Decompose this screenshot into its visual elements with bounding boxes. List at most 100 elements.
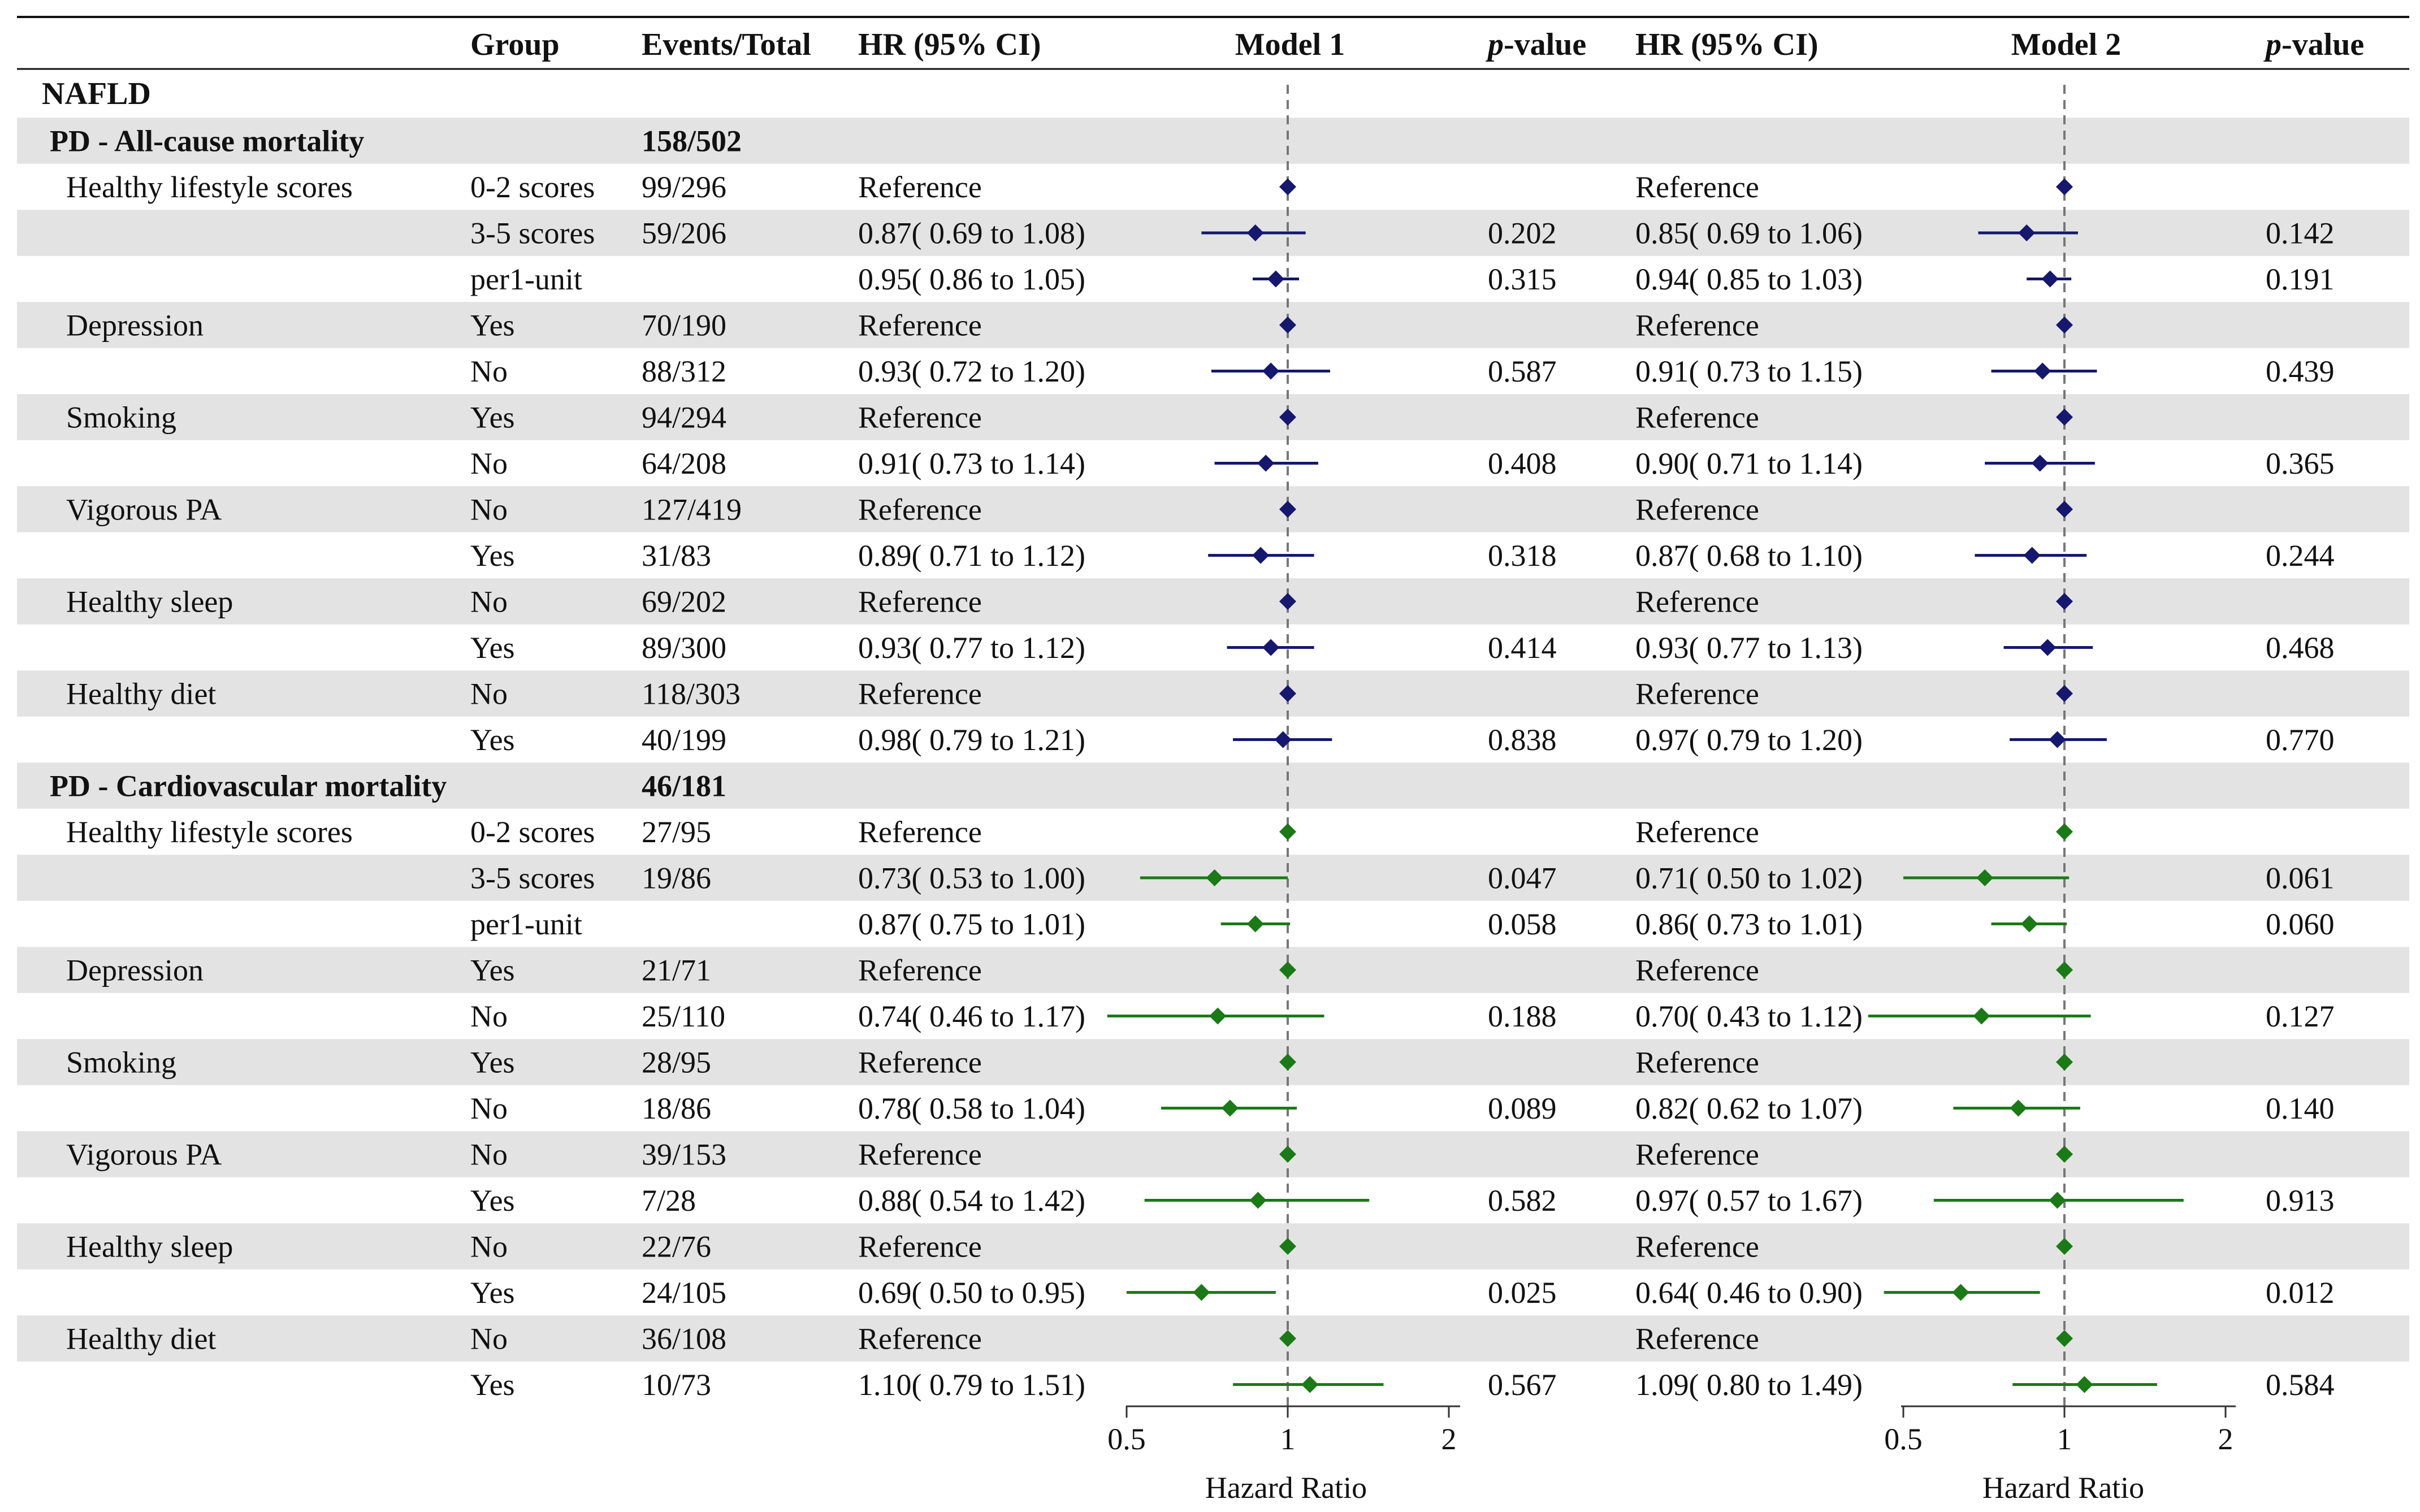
events-total: 27/95 — [642, 815, 711, 849]
events-total: 10/73 — [642, 1368, 711, 1402]
hr-ci-m1: 0.87( 0.69 to 1.08) — [858, 216, 1085, 250]
p-value-m1: 0.567 — [1488, 1368, 1557, 1402]
hr-ci-m1: 0.89( 0.71 to 1.12) — [858, 539, 1085, 573]
hr-ci-m2: 0.91( 0.73 to 1.15) — [1635, 354, 1863, 388]
hr-point-m2 — [1973, 1007, 1990, 1025]
hr-ci-m1: Reference — [858, 1045, 982, 1079]
group-label: per1-unit — [470, 262, 582, 296]
hr-point-m1 — [1279, 1330, 1296, 1347]
events-total: 127/419 — [642, 492, 742, 526]
p-value-m2: 0.191 — [2266, 262, 2335, 296]
hr-point-m2 — [2076, 1376, 2093, 1393]
header-model1: Model 1 — [1235, 27, 1345, 62]
header-row: Group Events/Total HR (95% CI) Model 1 p… — [470, 27, 2364, 62]
hr-ci-m1: Reference — [858, 1322, 982, 1355]
tick-label: 1 — [2057, 1422, 2072, 1456]
hr-ci-m2: 0.70( 0.43 to 1.12) — [1635, 999, 1863, 1033]
row-band — [17, 118, 2409, 164]
table-row: No 88/312 0.93( 0.72 to 1.20) 0.587 0.91( 0.… — [470, 354, 2335, 388]
group-label: No — [470, 1137, 508, 1171]
hr-ci-m1: 0.95( 0.86 to 1.05) — [858, 262, 1085, 296]
hr-ci-m2: Reference — [1635, 1137, 1759, 1171]
table-row: 3-5 scores 59/206 0.87( 0.69 to 1.08) 0.202… — [470, 216, 2335, 250]
hr-point-m2 — [1952, 1284, 1969, 1301]
table-row: Depression Yes 70/190 Reference Reference — [66, 308, 2073, 342]
hr-point-m2 — [2056, 823, 2073, 841]
hr-ci-m2: Reference — [1635, 492, 1759, 526]
row-band — [17, 578, 2409, 625]
variable-label: Healthy sleep — [66, 584, 233, 618]
hr-point-m1 — [1279, 685, 1296, 702]
events-total: 94/294 — [642, 400, 726, 434]
section-events-total: 158/502 — [642, 124, 742, 158]
hr-point-m2 — [2056, 1054, 2073, 1071]
group-label: No — [470, 1322, 508, 1355]
hr-point-m2 — [2034, 362, 2051, 380]
row-band — [17, 947, 2409, 993]
tick-label: 2 — [1441, 1422, 1457, 1456]
hr-point-m1 — [1279, 178, 1296, 196]
hr-point-m2 — [2039, 639, 2057, 656]
table-row: No 18/86 0.78( 0.58 to 1.04) 0.089 0.82( 0.6… — [470, 1091, 2335, 1125]
hr-point-m1 — [1279, 409, 1296, 426]
group-label: Yes — [470, 1184, 515, 1218]
table-row: Yes 31/83 0.89( 0.71 to 1.12) 0.318 0.87( 0.… — [470, 539, 2335, 573]
hr-point-m2 — [2056, 501, 2073, 518]
events-total: 18/86 — [642, 1091, 711, 1125]
p-value-m2: 0.127 — [2266, 999, 2335, 1033]
table-row: Depression Yes 21/71 Reference Reference — [66, 953, 2073, 987]
hr-ci-m2: Reference — [1635, 308, 1759, 342]
p-value-m1: 0.025 — [1488, 1276, 1557, 1310]
hr-ci-m1: 0.98( 0.79 to 1.21) — [858, 723, 1085, 757]
table-row: Healthy lifestyle scores 0-2 scores 99/296… — [66, 170, 2073, 204]
group-label: Yes — [470, 631, 515, 665]
p-value-m1: 0.047 — [1488, 861, 1557, 895]
row-band — [17, 486, 2409, 532]
hr-point-m1 — [1279, 501, 1296, 518]
hr-point-m1 — [1209, 1007, 1227, 1025]
table-row: per1-unit 0.87( 0.75 to 1.01) 0.058 0.86( 0… — [470, 907, 2335, 941]
group-label: No — [470, 492, 508, 526]
hr-point-m2 — [2056, 685, 2073, 702]
p-value-m1: 0.838 — [1488, 723, 1557, 757]
hr-point-m1 — [1262, 639, 1280, 656]
events-total: 28/95 — [642, 1045, 711, 1079]
p-value-m1: 0.318 — [1488, 539, 1557, 573]
hr-ci-m2: 0.71( 0.50 to 1.02) — [1635, 861, 1863, 895]
p-value-m2: 0.012 — [2266, 1276, 2335, 1310]
hr-point-m2 — [2056, 317, 2073, 333]
x-axis-model1: 0.5 1 2 — [1107, 1405, 1460, 1456]
hr-ci-m1: 0.87( 0.75 to 1.01) — [858, 907, 1085, 941]
hr-ci-m1: 1.10( 0.79 to 1.51) — [858, 1368, 1085, 1402]
p-value-m1: 0.582 — [1488, 1184, 1557, 1218]
hr-point-m1 — [1246, 915, 1264, 933]
p-value-m1: 0.089 — [1488, 1091, 1557, 1125]
events-total: 69/202 — [642, 584, 726, 618]
events-total: 24/105 — [642, 1276, 726, 1310]
group-label: No — [470, 584, 508, 618]
hr-ci-m2: Reference — [1635, 400, 1759, 434]
hr-point-m1 — [1246, 224, 1264, 241]
tick-label: 0.5 — [1884, 1422, 1923, 1456]
hr-ci-m1: 0.78( 0.58 to 1.04) — [858, 1091, 1085, 1125]
hr-ci-m2: 0.86( 0.73 to 1.01) — [1635, 907, 1863, 941]
group-label: Yes — [470, 1045, 515, 1079]
row-band — [17, 394, 2409, 440]
hr-ci-m2: 0.94( 0.85 to 1.03) — [1635, 262, 1863, 296]
p-value-m1: 0.188 — [1488, 999, 1557, 1033]
hr-ci-m2: Reference — [1635, 1229, 1759, 1263]
row-band — [17, 670, 2409, 717]
x-axis-label-model2: Hazard Ratio — [1982, 1471, 2144, 1505]
hr-ci-m2: 0.87( 0.68 to 1.10) — [1635, 539, 1863, 573]
table-row: Healthy sleep No 22/76 Reference Reference — [66, 1229, 2073, 1263]
p-value-m2: 0.584 — [2266, 1368, 2335, 1402]
header-pvalue-model1: p-value — [1486, 27, 1586, 62]
hr-ci-m2: Reference — [1635, 815, 1759, 849]
hr-point-m1 — [1252, 547, 1270, 564]
table-row: Vigorous PA No 127/419 Reference Reference — [66, 492, 2073, 526]
section-header: PD - All-cause mortality 158/502 — [50, 124, 742, 158]
table-row: Yes 10/73 1.10( 0.79 to 1.51) 0.567 1.09( 0.… — [470, 1368, 2335, 1402]
header-events-total: Events/Total — [642, 27, 811, 62]
section-title: PD - Cardiovascular mortality — [50, 769, 447, 803]
hr-ci-m2: Reference — [1635, 953, 1759, 987]
